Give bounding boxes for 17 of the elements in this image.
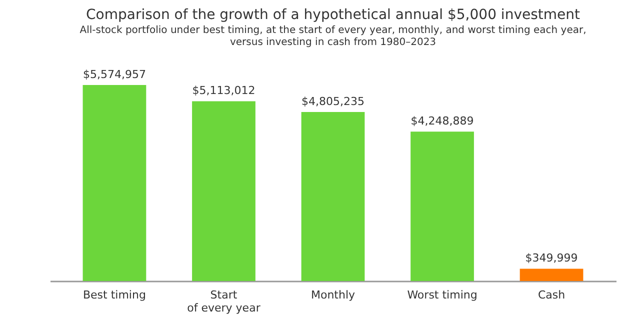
data-label: $4,805,235 bbox=[302, 95, 364, 108]
data-label: $349,999 bbox=[525, 252, 578, 265]
chart-title: Comparison of the growth of a hypothetical annual $5,000 investment bbox=[86, 7, 580, 23]
x-tick-label: Cash bbox=[538, 288, 566, 302]
bar bbox=[82, 85, 146, 281]
x-tick-label: Worst timing bbox=[407, 288, 478, 302]
x-tick-label: Best timing bbox=[82, 288, 146, 302]
bar bbox=[520, 268, 584, 281]
bar bbox=[192, 101, 256, 281]
data-label: $4,248,889 bbox=[410, 114, 474, 128]
bar bbox=[301, 112, 365, 281]
bar bbox=[410, 132, 474, 281]
x-tick-label: Monthly bbox=[310, 288, 356, 302]
data-label: $5,574,957 bbox=[82, 68, 146, 81]
x-tick-label: Start of every year bbox=[187, 288, 261, 314]
data-label: $5,113,012 bbox=[192, 84, 256, 98]
chart-subtitle: All-stock portfolio under best timing, at the start of every year, monthly, and worst timing each year, versus investing in cash from 1980–2023 bbox=[80, 25, 586, 48]
